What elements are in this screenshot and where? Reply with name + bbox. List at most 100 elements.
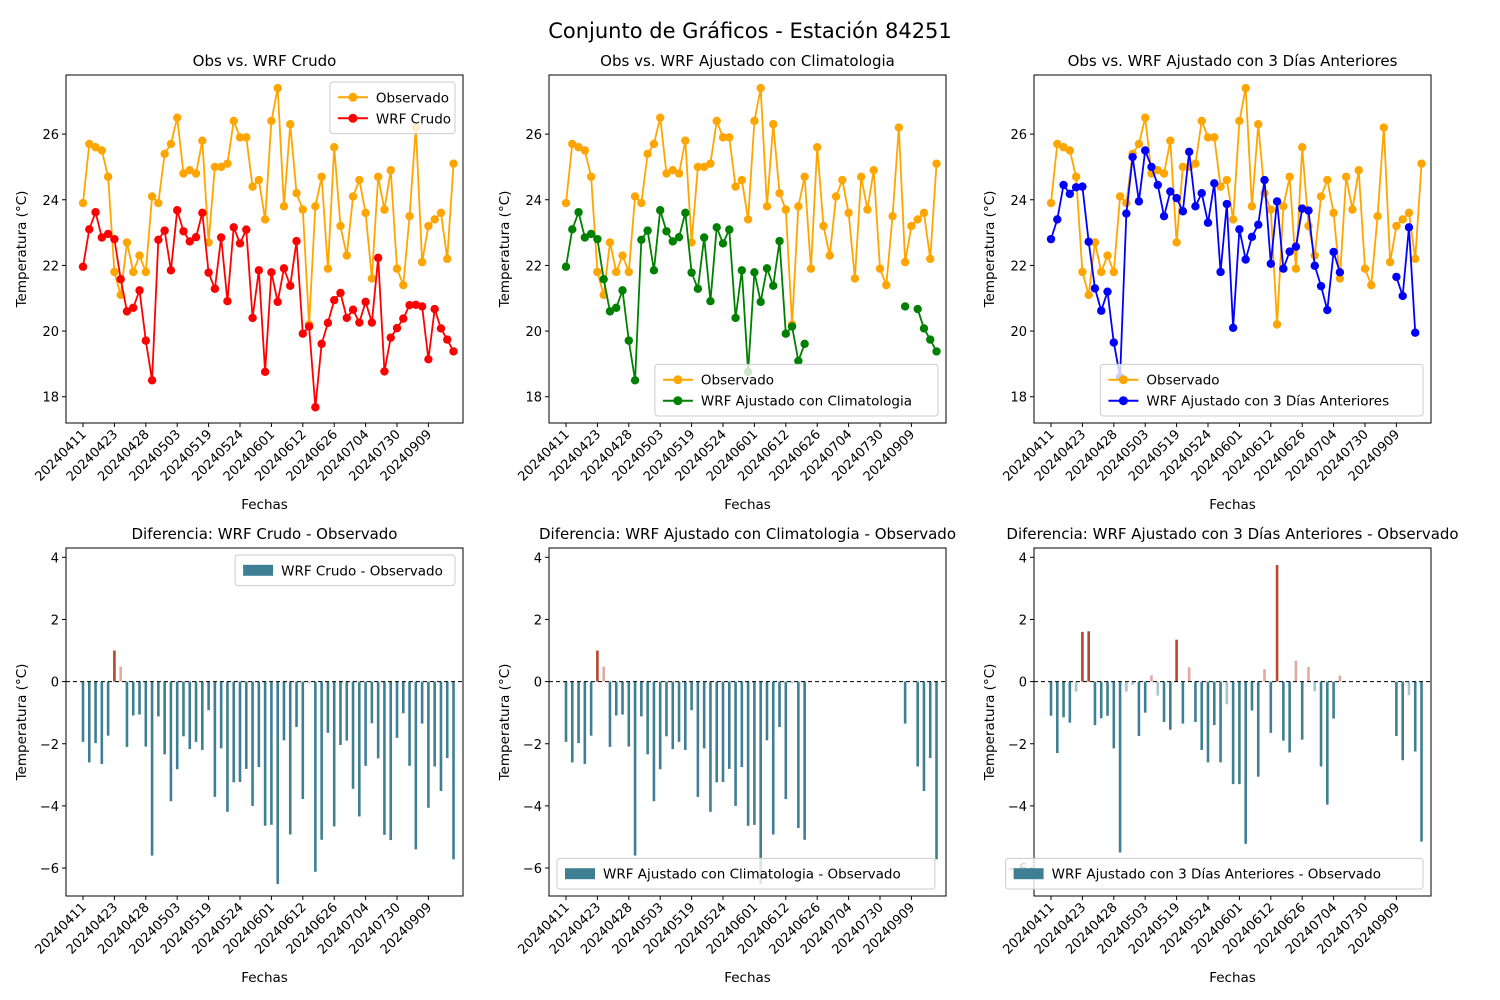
data-point: [932, 159, 941, 168]
diff-bar: [81, 681, 85, 742]
data-point: [882, 280, 891, 290]
data-point: [662, 227, 671, 236]
data-point: [825, 251, 834, 260]
diff-bar: [87, 681, 91, 763]
data-point: [593, 234, 602, 244]
data-point: [260, 215, 270, 224]
data-point: [1097, 306, 1106, 315]
data-point: [1323, 305, 1332, 315]
data-point: [1235, 116, 1244, 126]
data-point: [624, 267, 633, 277]
data-point: [1128, 152, 1137, 162]
data-point: [1097, 267, 1106, 277]
legend-label: WRF Ajustado con Climatologia: [701, 394, 912, 410]
diff-bar: [677, 681, 681, 742]
data-point: [706, 297, 715, 306]
data-point: [242, 133, 251, 142]
data-point: [1228, 323, 1238, 332]
data-point: [743, 215, 753, 224]
panel-title: Obs vs. WRF Ajustado con 3 Días Anterior…: [1068, 52, 1398, 70]
data-point: [1379, 123, 1389, 132]
data-point: [1109, 267, 1119, 277]
data-point: [1373, 211, 1382, 221]
diff-bar: [1143, 681, 1147, 713]
diff-bar: [797, 681, 800, 828]
legend: WRF Crudo - Observado: [234, 554, 456, 587]
data-point: [775, 188, 784, 198]
x-axis-label: Fechas: [241, 497, 288, 513]
data-point: [436, 324, 446, 333]
data-point: [141, 336, 150, 345]
data-point: [304, 322, 314, 331]
data-point: [348, 192, 358, 201]
legend: Observado WRF Crudo: [329, 81, 456, 135]
data-point: [173, 113, 182, 122]
data-point: [1323, 175, 1332, 185]
data-point: [1222, 199, 1232, 209]
diff-bar: [244, 681, 248, 769]
y-axis-label: Temperatura (°C): [982, 191, 998, 309]
panel-6: −6−4−20242024041120240423202404282024050…: [982, 525, 1459, 986]
data-point: [769, 120, 778, 129]
axes-frame: [1033, 74, 1432, 424]
data-point: [254, 266, 264, 275]
data-point: [1341, 172, 1351, 181]
panel-1: 1820222426202404112024042320240428202405…: [14, 52, 464, 513]
data-point: [787, 322, 797, 331]
diff-bar: [1131, 681, 1134, 685]
diff-bar: [201, 681, 204, 750]
data-point: [367, 318, 377, 327]
data-point: [630, 376, 640, 385]
data-point: [355, 318, 364, 327]
diff-bar: [188, 681, 192, 750]
diff-bar: [1231, 681, 1235, 785]
data-point: [624, 336, 633, 345]
series-line: [1395, 227, 1417, 333]
data-point: [85, 139, 94, 149]
data-point: [298, 205, 307, 214]
data-point: [637, 235, 646, 245]
bars: [81, 650, 455, 884]
diff-bar: [928, 681, 932, 759]
data-point: [699, 233, 709, 242]
diff-bar: [577, 681, 580, 744]
diff-bar: [1200, 681, 1204, 750]
data-point: [1247, 232, 1257, 242]
data-point: [355, 175, 364, 185]
data-point: [449, 159, 458, 168]
data-point: [856, 172, 866, 181]
diff-bar: [1332, 681, 1335, 719]
data-point: [129, 303, 138, 312]
diff-bar: [1219, 681, 1222, 763]
data-point: [712, 116, 721, 126]
data-point: [819, 221, 828, 231]
data-point: [399, 280, 408, 290]
data-point: [1398, 215, 1407, 224]
diff-bar: [150, 681, 154, 856]
diff-bar: [389, 681, 393, 841]
data-point: [831, 192, 841, 201]
y-tick-label: 24: [1010, 194, 1027, 209]
diff-bar: [175, 681, 179, 770]
data-point: [424, 355, 433, 364]
data-point: [1071, 172, 1081, 181]
data-point: [273, 297, 282, 307]
legend-bar-swatch: [565, 868, 595, 880]
y-tick-label: 18: [42, 391, 59, 406]
diff-bar: [1307, 667, 1310, 682]
data-point: [135, 286, 144, 295]
diff-bar: [589, 681, 593, 736]
data-point: [568, 139, 577, 149]
data-point: [1134, 139, 1144, 149]
data-point: [662, 169, 671, 178]
y-tick-label: 2: [534, 613, 542, 628]
data-point: [649, 139, 659, 149]
data-point: [311, 403, 320, 412]
diff-bar: [1256, 681, 1260, 777]
diff-bar: [1250, 681, 1254, 711]
legend: WRF Ajustado con Climatologia - Observad…: [556, 857, 936, 890]
data-point: [1210, 179, 1219, 188]
data-point: [1071, 183, 1081, 192]
diff-bar: [157, 681, 160, 717]
data-point: [781, 329, 790, 338]
